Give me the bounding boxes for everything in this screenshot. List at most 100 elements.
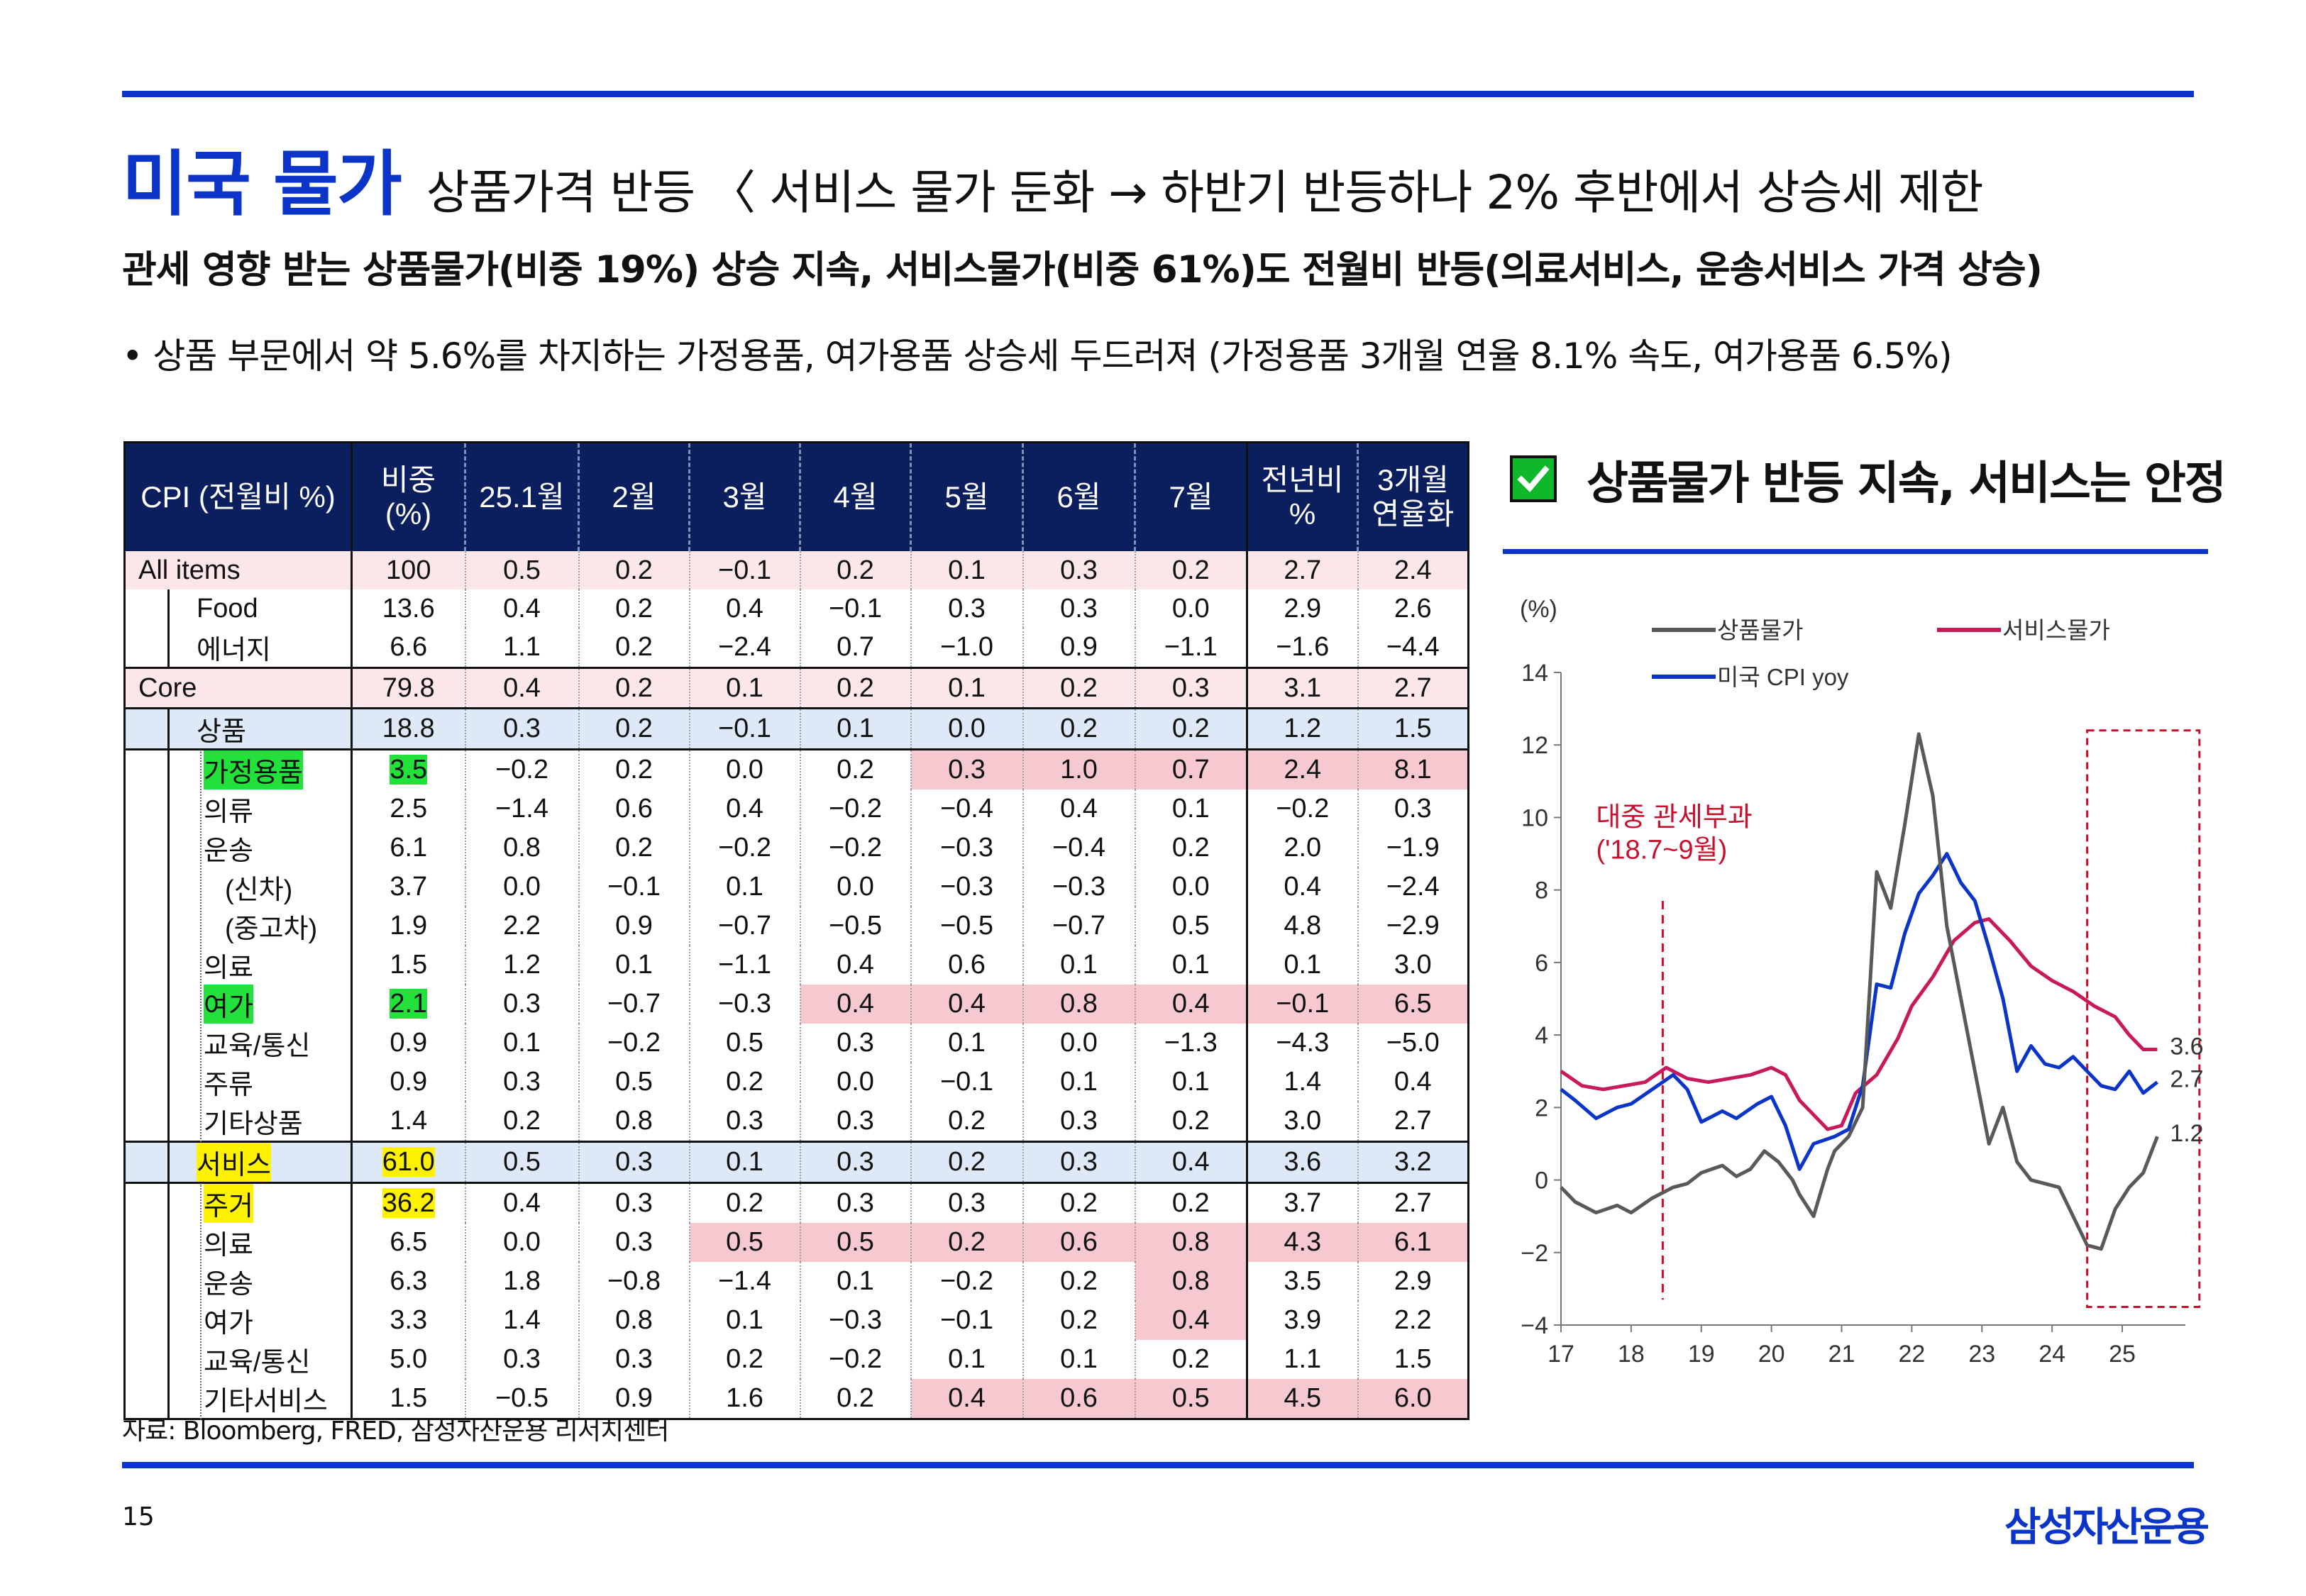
- x-tick-label: 19: [1688, 1341, 1715, 1368]
- table-cell: −0.1: [578, 868, 690, 907]
- cell-value: −0.2: [1276, 794, 1330, 824]
- y-tick-label: 6: [1535, 950, 1548, 977]
- table-cell: 0.2: [578, 749, 690, 789]
- cell-value: 0.3: [503, 989, 541, 1019]
- table-cell: 0.8: [464, 829, 579, 868]
- table-cell: 0.3: [578, 1141, 690, 1184]
- cell-value: −0.2: [607, 1028, 661, 1058]
- table-cell: 3.7: [1246, 1182, 1358, 1223]
- table-row: 주류 0.9 0.3 0.5 0.2 0.0 −0.1 0.1 0.1 1.4 0.4: [125, 1063, 1469, 1102]
- table-row: 상품 18.8 0.3 0.2 −0.1 0.1 0.0 0.2 0.2 1.2 1.5: [124, 707, 1469, 750]
- cell-value: 3.7: [390, 872, 428, 902]
- cell-value: 0.1: [1171, 794, 1210, 824]
- table-cell: −0.3: [1022, 868, 1135, 907]
- table-cell: 0.9: [351, 1024, 465, 1063]
- table-cell: 0.5: [688, 1024, 800, 1063]
- cell-value: 3.5: [390, 755, 428, 785]
- cell-value: 1.5: [1394, 1344, 1432, 1374]
- row-label: 운송: [125, 1262, 352, 1301]
- table-cell: −0.5: [910, 907, 1023, 946]
- y-tick-label: 8: [1535, 877, 1548, 904]
- table-cell: 4.8: [1246, 907, 1358, 946]
- table-body: All items 100 0.5 0.2 −0.1 0.2 0.1 0.3 0.2 2.7 2.4…: [124, 551, 1469, 1419]
- table-cell: 0.6: [578, 789, 690, 829]
- cell-value: 0.4: [503, 593, 541, 624]
- cell-value: 0.1: [726, 872, 763, 902]
- cell-value: 0.2: [1060, 714, 1098, 743]
- table-cell: 0.0: [1022, 1024, 1135, 1063]
- row-label-text: 의료: [204, 1231, 253, 1260]
- table-cell: 6.1: [351, 829, 465, 868]
- table-cell: 0.5: [1134, 907, 1247, 946]
- cell-value: 3.5: [1284, 1266, 1322, 1296]
- cell-value: 0.7: [1171, 755, 1210, 785]
- cell-value: 2.1: [390, 989, 428, 1019]
- table-cell: 0.1: [578, 946, 690, 985]
- table-row: Food 13.6 0.4 0.2 0.4 −0.1 0.3 0.3 0.0 2.9 2.6: [125, 589, 1469, 628]
- table-row: 서비스 61.0 0.5 0.3 0.1 0.3 0.2 0.3 0.4 3.6 3.2: [124, 1141, 1469, 1184]
- table-cell: 0.4: [1134, 1141, 1247, 1184]
- cell-value: 0.2: [837, 555, 874, 585]
- table-cell: −0.3: [910, 868, 1023, 907]
- cell-value: 2.7: [1284, 555, 1322, 585]
- table-cell: 6.0: [1357, 1379, 1469, 1419]
- cell-value: 0.1: [948, 1344, 986, 1374]
- header-cell: 5월: [910, 442, 1023, 551]
- table-cell: 0.3: [799, 1141, 911, 1184]
- cell-value: 0.6: [615, 794, 653, 824]
- table-cell: 0.1: [688, 868, 800, 907]
- table-cell: 0.6: [1022, 1223, 1135, 1262]
- table-cell: 0.2: [1134, 1182, 1247, 1223]
- table-cell: 3.1: [1246, 667, 1358, 709]
- cell-value: 0.2: [615, 714, 653, 743]
- table-cell: 2.4: [1357, 551, 1469, 589]
- cell-value: 0.1: [615, 950, 653, 980]
- row-label-text: 여가: [204, 1309, 253, 1339]
- cell-value: 1.6: [726, 1383, 763, 1413]
- table-cell: −0.2: [799, 829, 911, 868]
- table-cell: −0.7: [578, 985, 690, 1024]
- table-cell: 4.5: [1246, 1379, 1358, 1419]
- cell-value: 0.3: [615, 1188, 653, 1218]
- table-cell: 1.9: [351, 907, 465, 946]
- cell-value: −2.4: [1386, 872, 1440, 902]
- cell-value: 0.2: [1171, 1106, 1210, 1136]
- cell-value: 0.0: [837, 872, 874, 902]
- table-cell: 0.3: [464, 1063, 579, 1102]
- table-cell: −0.3: [910, 829, 1023, 868]
- cell-value: 0.3: [948, 593, 986, 624]
- header-cell: 3월: [688, 442, 800, 551]
- cell-value: 0.2: [1171, 1188, 1210, 1218]
- table-cell: 1.5: [1357, 1340, 1469, 1379]
- cell-value: 0.9: [1060, 632, 1098, 662]
- table-row: 가정용품 3.5 −0.2 0.2 0.0 0.2 0.3 1.0 0.7 2.4 8.1: [125, 749, 1469, 789]
- cell-value: −1.0: [939, 632, 994, 662]
- table-cell: −0.7: [688, 907, 800, 946]
- cell-value: 0.4: [1171, 1305, 1210, 1335]
- bottom-rule: [122, 1462, 2194, 1468]
- table-cell: 0.2: [688, 1063, 800, 1102]
- table-cell: 0.9: [351, 1063, 465, 1102]
- table-cell: 100: [351, 551, 465, 589]
- table-cell: 6.6: [351, 628, 465, 668]
- series-line: [1560, 917, 2158, 1131]
- cell-value: 0.5: [503, 555, 541, 585]
- table-cell: 2.9: [1357, 1262, 1469, 1301]
- table-cell: −0.1: [799, 589, 911, 628]
- table-cell: −0.8: [578, 1262, 690, 1301]
- row-label: 의료: [125, 1223, 352, 1262]
- cell-value: 79.8: [382, 672, 435, 703]
- table-row: Core 79.8 0.4 0.2 0.1 0.2 0.1 0.2 0.3 3.1 2.7: [124, 667, 1469, 709]
- table-cell: 0.4: [688, 789, 800, 829]
- cell-value: −1.3: [1164, 1028, 1218, 1058]
- table-cell: 0.3: [578, 1340, 690, 1379]
- table-cell: 4.3: [1246, 1223, 1358, 1262]
- table-cell: 0.5: [799, 1223, 911, 1262]
- row-label: 가정용품: [125, 750, 352, 789]
- table-cell: 0.8: [1134, 1223, 1247, 1262]
- cell-value: 0.8: [1060, 989, 1098, 1019]
- table-cell: 1.1: [1246, 1340, 1358, 1379]
- header-cell: 비중 (%): [351, 442, 465, 551]
- table-cell: 0.1: [1022, 1063, 1135, 1102]
- table-cell: 0.4: [1134, 985, 1247, 1024]
